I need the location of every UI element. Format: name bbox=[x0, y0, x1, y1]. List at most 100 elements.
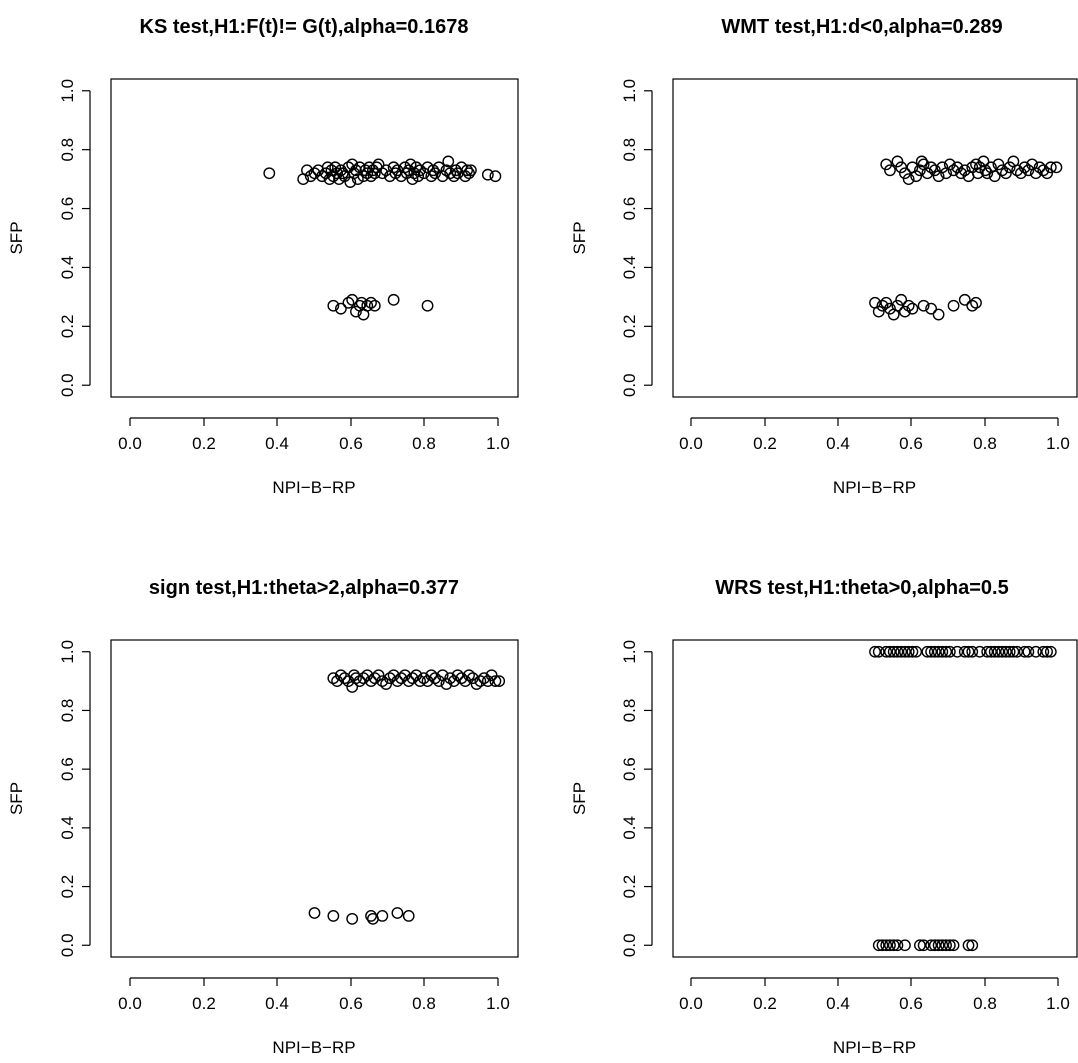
data-point bbox=[325, 164, 338, 177]
data-point bbox=[481, 675, 494, 687]
data-point bbox=[440, 164, 453, 177]
data-point bbox=[1011, 645, 1024, 658]
y-tick-label: 0.6 bbox=[620, 197, 639, 221]
data-point bbox=[1037, 164, 1050, 177]
data-point bbox=[936, 939, 949, 952]
data-point bbox=[880, 158, 893, 171]
data-point bbox=[331, 167, 344, 180]
data-point bbox=[876, 299, 889, 312]
data-point bbox=[263, 167, 276, 180]
data-point bbox=[427, 164, 440, 177]
data-point bbox=[962, 645, 975, 658]
data-point bbox=[899, 167, 911, 180]
data-point bbox=[399, 669, 411, 682]
data-point bbox=[979, 164, 992, 177]
y-axis-label: SFP bbox=[570, 221, 589, 254]
data-point bbox=[913, 164, 926, 177]
data-point bbox=[940, 939, 952, 952]
data-point bbox=[917, 939, 930, 952]
data-point bbox=[412, 170, 425, 183]
data-point bbox=[1003, 645, 1016, 658]
data-point bbox=[350, 305, 362, 318]
data-point bbox=[887, 939, 900, 952]
data-point bbox=[402, 675, 415, 687]
plot-frame bbox=[672, 78, 1078, 398]
x-tick-label: 0.4 bbox=[826, 434, 850, 453]
data-point bbox=[996, 645, 1009, 658]
data-point bbox=[1011, 164, 1024, 177]
x-tick-label: 0.0 bbox=[118, 994, 142, 1013]
scatter-points bbox=[869, 155, 1063, 321]
data-point bbox=[1050, 161, 1063, 174]
data-point bbox=[327, 910, 340, 922]
data-point bbox=[1044, 161, 1057, 174]
data-point bbox=[928, 164, 941, 177]
data-point bbox=[899, 645, 911, 658]
data-point bbox=[436, 170, 449, 183]
data-point bbox=[321, 161, 334, 174]
data-point bbox=[350, 164, 362, 177]
data-point bbox=[402, 910, 415, 922]
data-point bbox=[973, 161, 986, 174]
data-point bbox=[323, 173, 336, 186]
data-point bbox=[906, 645, 919, 658]
y-tick-label: 0.2 bbox=[58, 875, 77, 899]
data-point bbox=[910, 170, 923, 183]
y-tick-label: 0.4 bbox=[58, 256, 77, 280]
data-point bbox=[869, 645, 881, 658]
data-point bbox=[932, 645, 945, 658]
data-point bbox=[992, 158, 1005, 171]
data-point bbox=[351, 173, 364, 186]
data-point bbox=[464, 164, 477, 177]
data-point bbox=[880, 645, 893, 658]
data-point bbox=[387, 669, 400, 682]
data-point bbox=[408, 167, 421, 180]
x-tick-label: 0.6 bbox=[339, 434, 363, 453]
data-point bbox=[466, 672, 479, 685]
data-point bbox=[1041, 167, 1053, 180]
data-point bbox=[448, 675, 460, 687]
y-tick-label: 1.0 bbox=[58, 640, 77, 664]
data-point bbox=[891, 155, 904, 168]
data-point bbox=[891, 645, 904, 658]
data-point bbox=[346, 912, 359, 925]
x-tick-label: 0.8 bbox=[973, 434, 997, 453]
data-point bbox=[947, 299, 960, 312]
data-point bbox=[1007, 645, 1020, 658]
data-point bbox=[876, 939, 889, 952]
data-point bbox=[489, 675, 502, 687]
data-point bbox=[304, 170, 317, 183]
data-point bbox=[970, 158, 982, 171]
y-tick-label: 0.0 bbox=[58, 933, 77, 957]
data-point bbox=[958, 645, 971, 658]
scatter-panel-1: KS test,H1:F(t)!= G(t),alpha=0.1678 0.0 0.… bbox=[7, 16, 519, 497]
x-tick-label: 1.0 bbox=[1046, 994, 1070, 1013]
data-point bbox=[414, 675, 426, 687]
y-tick-label: 0.4 bbox=[58, 816, 77, 840]
data-point bbox=[485, 669, 498, 682]
data-point bbox=[389, 167, 402, 180]
data-point bbox=[1029, 167, 1042, 180]
data-point bbox=[921, 167, 934, 180]
x-tick-label: 0.6 bbox=[899, 994, 923, 1013]
x-tick-label: 0.8 bbox=[412, 434, 436, 453]
x-tick-label: 0.2 bbox=[753, 994, 777, 1013]
x-axis-label: NPI−B−RP bbox=[833, 1038, 916, 1057]
data-point bbox=[387, 161, 400, 174]
data-point bbox=[970, 296, 982, 309]
data-point bbox=[406, 672, 419, 685]
data-point bbox=[887, 645, 900, 658]
x-tick-label: 0.0 bbox=[118, 434, 142, 453]
data-point bbox=[947, 164, 960, 177]
data-point bbox=[493, 675, 506, 687]
data-point bbox=[895, 645, 908, 658]
data-point bbox=[1003, 161, 1016, 174]
data-point bbox=[425, 669, 438, 682]
y-tick-label: 0.2 bbox=[58, 315, 77, 339]
x-tick-label: 0.4 bbox=[265, 994, 289, 1013]
data-point bbox=[943, 939, 956, 952]
data-point bbox=[365, 170, 377, 183]
data-point bbox=[399, 161, 411, 174]
y-tick-label: 0.6 bbox=[620, 757, 639, 781]
data-point bbox=[966, 299, 979, 312]
